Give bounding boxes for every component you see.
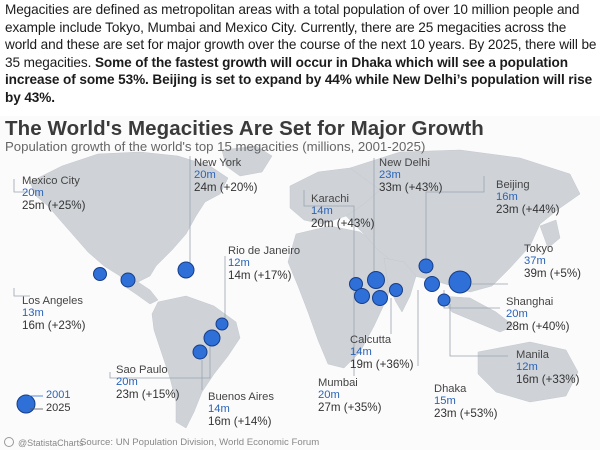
leader-manila <box>449 304 508 357</box>
city-label: Mexico City 20m 25m (+25%) <box>22 175 86 212</box>
dot-dhaka <box>372 290 388 306</box>
dot-tokyo <box>448 270 472 294</box>
city-label: Sao Paulo 20m 23m (+15%) <box>116 364 180 401</box>
city-label: Manila 12m 16m (+33%) <box>516 349 580 386</box>
leader-sao-paulo <box>109 338 211 379</box>
legend-dot-icon <box>16 394 43 414</box>
dot-mexico-city <box>120 272 136 288</box>
dot-new-york <box>177 261 195 279</box>
city-label: Karachi 14m 20m (+43%) <box>311 193 375 230</box>
world-map <box>13 145 581 429</box>
megacities-infographic: The World's Megacities Are Set for Major… <box>0 116 600 450</box>
leader-los-angeles <box>13 288 30 297</box>
leader-mexico-city <box>13 179 28 193</box>
dot-new-delhi <box>367 271 385 289</box>
city-label: Rio de Janeiro 12m 14m (+17%) <box>228 245 301 282</box>
greenland-shape <box>221 145 273 177</box>
city-label: New York 20m 24m (+20%) <box>194 157 258 194</box>
footer: @StatistaCharts Source: UN Population Di… <box>0 434 600 450</box>
intro-text: Megacities are defined as metropolitan a… <box>5 2 597 70</box>
city-label: New Delhi 23m 33m (+43%) <box>379 157 443 194</box>
city-label: Shanghai 20m 28m (+40%) <box>506 296 570 333</box>
japan-shape <box>539 219 561 249</box>
city-label: Dhaka 15m 23m (+53%) <box>434 383 498 420</box>
city-label: Beijing 16m 23m (+44%) <box>496 179 560 216</box>
statista-logo-icon <box>4 437 14 447</box>
chart-title: The World's Megacities Are Set for Major… <box>5 117 484 140</box>
intro-paragraph: Megacities are defined as metropolitan a… <box>5 1 597 107</box>
leader-karachi <box>303 190 355 282</box>
southeast-asia-shape <box>439 295 515 333</box>
dot-beijing <box>418 258 434 274</box>
legend: 2001 2025 <box>14 389 70 427</box>
dot-rio <box>215 317 229 331</box>
city-label: Calcutta 14m 19m (+36%) <box>350 334 414 371</box>
north-america-shape <box>29 151 229 283</box>
source-text: Source: UN Population Division, World Ec… <box>80 437 320 448</box>
credit-text: @StatistaCharts <box>18 438 84 448</box>
city-label: Los Angeles 13m 16m (+23%) <box>22 295 86 332</box>
chart-subtitle: Population growth of the world's top 15 … <box>5 139 426 154</box>
city-label: Buenos Aires 14m 16m (+14%) <box>208 391 274 428</box>
dot-mumbai <box>354 288 370 304</box>
legend-2001-label: 2001 <box>46 389 71 401</box>
dot-karachi <box>349 277 363 291</box>
dot-manila <box>437 293 451 307</box>
city-label: Mumbai 20m 27m (+35%) <box>318 377 382 414</box>
dot-shanghai <box>424 276 440 292</box>
australia-shape <box>477 341 579 403</box>
leader-beijing <box>425 176 485 264</box>
city-label: Tokyo 37m 39m (+5%) <box>524 243 582 280</box>
legend-2025-label: 2025 <box>46 402 71 414</box>
dot-buenos-aires <box>192 344 208 360</box>
dot-sao-paulo <box>203 329 221 347</box>
dot-calcutta <box>389 283 403 297</box>
dot-los-angeles <box>93 267 107 281</box>
intro-highlight: Some of the fastest growth will occur in… <box>5 54 593 105</box>
